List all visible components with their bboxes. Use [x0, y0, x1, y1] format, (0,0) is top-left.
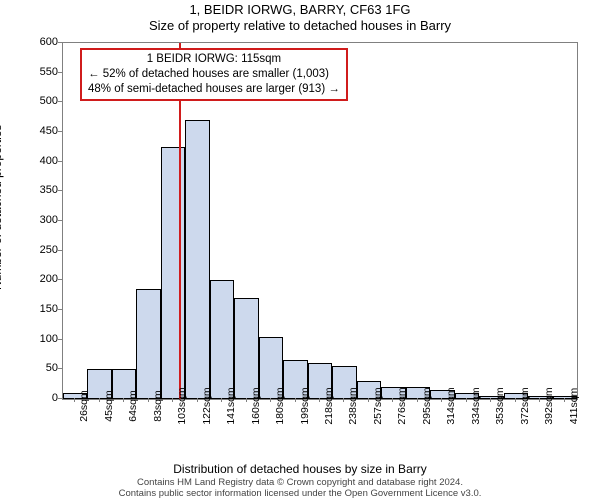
x-tick-mark [197, 398, 198, 402]
callout-line: ← 52% of detached houses are smaller (1,… [88, 67, 340, 82]
x-tick-mark [441, 398, 442, 402]
x-tick-label: 411sqm [568, 388, 580, 425]
x-tick-label: 83sqm [152, 390, 164, 422]
x-tick-mark [490, 398, 491, 402]
y-tick-mark [58, 220, 62, 221]
x-tick-label: 372sqm [519, 387, 531, 424]
plot-area: 1 BEIDR IORWG: 115sqm← 52% of detached h… [62, 42, 578, 400]
y-tick-label: 450 [40, 125, 58, 137]
x-tick-label: 26sqm [78, 390, 90, 422]
x-tick-mark [564, 398, 565, 402]
histogram-bar [136, 289, 160, 399]
x-tick-label: 334sqm [470, 387, 482, 424]
y-tick-label: 250 [40, 244, 58, 256]
title-line-1: 1, BEIDR IORWG, BARRY, CF63 1FG [0, 0, 600, 17]
x-tick-mark [295, 398, 296, 402]
x-tick-label: 314sqm [445, 387, 457, 424]
x-tick-mark [417, 398, 418, 402]
y-tick-mark [58, 190, 62, 191]
y-tick-label: 100 [40, 333, 58, 345]
x-tick-label: 218sqm [323, 387, 335, 424]
x-tick-mark [74, 398, 75, 402]
x-tick-mark [392, 398, 393, 402]
x-tick-label: 295sqm [421, 387, 433, 424]
x-tick-mark [270, 398, 271, 402]
y-axis-label: Number of detached properties [0, 45, 14, 210]
x-tick-label: 141sqm [225, 387, 237, 424]
y-tick-mark [58, 101, 62, 102]
callout-line: 1 BEIDR IORWG: 115sqm [88, 52, 340, 67]
histogram-bar [185, 120, 209, 399]
title-line-2: Size of property relative to detached ho… [0, 17, 600, 33]
y-tick-label: 550 [40, 66, 58, 78]
chart-container: 1, BEIDR IORWG, BARRY, CF63 1FG Size of … [0, 0, 600, 500]
x-tick-label: 64sqm [127, 390, 139, 422]
histogram-bar [234, 298, 258, 399]
y-tick-label: 150 [40, 303, 58, 315]
x-tick-mark [246, 398, 247, 402]
x-tick-label: 392sqm [543, 387, 555, 424]
x-tick-mark [172, 398, 173, 402]
y-tick-mark [58, 339, 62, 340]
x-tick-mark [99, 398, 100, 402]
y-tick-label: 350 [40, 184, 58, 196]
x-tick-label: 238sqm [347, 387, 359, 424]
y-tick-mark [58, 250, 62, 251]
x-tick-mark [515, 398, 516, 402]
footer-line-2: Contains public sector information licen… [0, 489, 600, 500]
x-tick-label: 45sqm [103, 390, 115, 422]
x-tick-label: 103sqm [176, 387, 188, 424]
x-tick-mark [466, 398, 467, 402]
y-tick-label: 600 [40, 36, 58, 48]
x-tick-label: 353sqm [494, 387, 506, 424]
x-tick-mark [368, 398, 369, 402]
y-tick-label: 500 [40, 95, 58, 107]
histogram-bar [161, 147, 185, 399]
x-tick-mark [343, 398, 344, 402]
y-tick-mark [58, 398, 62, 399]
y-tick-mark [58, 161, 62, 162]
x-tick-mark [319, 398, 320, 402]
y-tick-label: 300 [40, 214, 58, 226]
x-tick-mark [123, 398, 124, 402]
y-tick-label: 50 [46, 362, 58, 374]
x-tick-label: 199sqm [299, 387, 311, 424]
y-tick-mark [58, 42, 62, 43]
x-tick-mark [221, 398, 222, 402]
x-axis-label: Distribution of detached houses by size … [0, 462, 600, 476]
y-tick-label: 400 [40, 155, 58, 167]
y-tick-label: 200 [40, 273, 58, 285]
y-tick-mark [58, 279, 62, 280]
histogram-bar [210, 280, 234, 399]
x-tick-label: 180sqm [274, 387, 286, 424]
x-tick-mark [539, 398, 540, 402]
callout-line: 48% of semi-detached houses are larger (… [88, 82, 340, 97]
x-tick-label: 122sqm [201, 387, 213, 424]
y-tick-mark [58, 72, 62, 73]
y-tick-mark [58, 368, 62, 369]
callout-box: 1 BEIDR IORWG: 115sqm← 52% of detached h… [80, 48, 348, 101]
x-tick-label: 257sqm [372, 387, 384, 424]
y-tick-mark [58, 309, 62, 310]
y-tick-mark [58, 131, 62, 132]
x-tick-label: 160sqm [250, 387, 262, 424]
footer: Contains HM Land Registry data © Crown c… [0, 478, 600, 500]
x-tick-mark [148, 398, 149, 402]
x-tick-label: 276sqm [396, 387, 408, 424]
